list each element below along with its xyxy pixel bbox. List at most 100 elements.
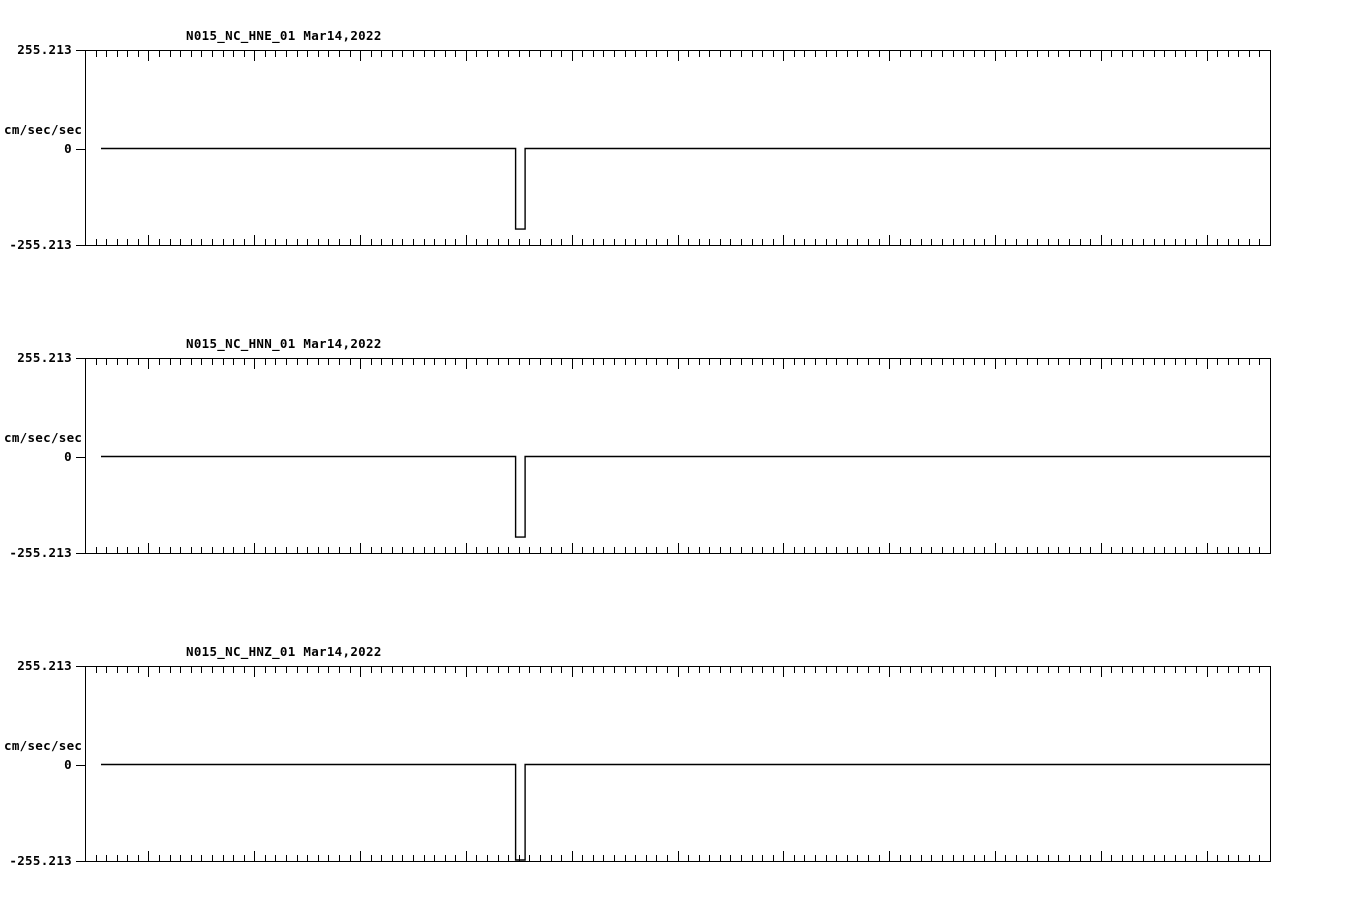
x-axis-tick xyxy=(953,51,954,57)
x-axis-tick xyxy=(1027,359,1028,365)
x-axis-tick xyxy=(191,239,192,245)
x-axis-tick xyxy=(551,667,552,673)
x-axis-tick xyxy=(159,855,160,861)
x-axis-tick xyxy=(413,51,414,57)
x-axis-tick xyxy=(826,239,827,245)
x-axis-tick xyxy=(445,359,446,365)
x-axis-tick xyxy=(815,667,816,673)
x-axis-tick xyxy=(572,543,573,553)
x-axis-tick xyxy=(752,855,753,861)
x-axis-tick xyxy=(275,359,276,365)
x-axis-tick xyxy=(519,855,520,861)
x-axis-tick xyxy=(752,667,753,673)
x-axis-tick xyxy=(1037,547,1038,553)
x-axis-tick xyxy=(1122,51,1123,57)
x-axis-tick xyxy=(371,547,372,553)
x-axis-tick xyxy=(921,239,922,245)
x-axis-tick xyxy=(646,855,647,861)
x-axis-tick xyxy=(540,667,541,673)
x-axis-tick xyxy=(1016,667,1017,673)
x-axis-tick xyxy=(826,359,827,365)
x-axis-tick xyxy=(1207,667,1208,677)
x-axis-tick xyxy=(434,239,435,245)
x-axis-tick xyxy=(857,239,858,245)
x-axis-tick xyxy=(910,51,911,57)
x-axis-tick xyxy=(773,547,774,553)
x-axis-tick xyxy=(974,51,975,57)
x-axis-tick xyxy=(910,239,911,245)
y-axis-min-label: -255.213 xyxy=(9,237,72,252)
x-axis-tick xyxy=(868,239,869,245)
x-axis-tick xyxy=(1048,667,1049,673)
x-axis-tick xyxy=(963,239,964,245)
x-axis-tick xyxy=(603,359,604,365)
x-axis-tick xyxy=(699,855,700,861)
y-axis-tick xyxy=(76,553,85,554)
x-axis-tick xyxy=(1132,855,1133,861)
x-axis-tick xyxy=(646,359,647,365)
x-axis-tick xyxy=(223,855,224,861)
x-axis-tick xyxy=(688,547,689,553)
x-axis-tick xyxy=(783,235,784,245)
x-axis-tick xyxy=(529,239,530,245)
x-axis-tick xyxy=(1164,239,1165,245)
x-axis-tick xyxy=(667,51,668,57)
x-axis-tick xyxy=(1207,51,1208,61)
x-axis-top xyxy=(85,666,1271,667)
x-axis-tick xyxy=(593,51,594,57)
y-axis-spine xyxy=(85,666,86,862)
x-axis-tick xyxy=(117,667,118,673)
x-axis-tick xyxy=(275,547,276,553)
x-axis-tick xyxy=(1196,239,1197,245)
x-axis-tick xyxy=(508,359,509,365)
x-axis-tick xyxy=(1154,667,1155,673)
x-axis-tick xyxy=(191,667,192,673)
x-axis-tick xyxy=(244,239,245,245)
x-axis-tick xyxy=(815,547,816,553)
x-axis-tick xyxy=(508,239,509,245)
x-axis-tick xyxy=(540,239,541,245)
x-axis-tick xyxy=(974,667,975,673)
x-axis-tick xyxy=(741,547,742,553)
x-axis-tick xyxy=(625,547,626,553)
x-axis-tick xyxy=(551,359,552,365)
x-axis-tick xyxy=(741,51,742,57)
x-axis-tick xyxy=(96,855,97,861)
x-axis-tick xyxy=(1069,547,1070,553)
x-axis-tick xyxy=(635,667,636,673)
x-axis-tick xyxy=(540,51,541,57)
x-axis-tick xyxy=(847,547,848,553)
panel-title: N015_NC_HNZ_01 Mar14,2022 xyxy=(186,644,382,659)
x-axis-tick xyxy=(1101,851,1102,861)
x-axis-tick xyxy=(709,855,710,861)
x-axis-tick xyxy=(561,359,562,365)
y-axis-right-spine xyxy=(1270,666,1271,862)
x-axis-tick xyxy=(445,51,446,57)
x-axis-tick xyxy=(815,51,816,57)
x-axis-tick xyxy=(699,51,700,57)
x-axis-tick xyxy=(1143,51,1144,57)
x-axis-tick xyxy=(879,359,880,365)
x-axis-tick xyxy=(1080,855,1081,861)
x-axis-tick xyxy=(995,359,996,369)
x-axis-tick xyxy=(297,51,298,57)
x-axis-tick xyxy=(498,547,499,553)
x-axis-tick xyxy=(244,51,245,57)
y-axis-tick xyxy=(76,245,85,246)
x-axis-tick xyxy=(836,239,837,245)
x-axis-tick xyxy=(1207,359,1208,369)
y-axis-max-label: 255.213 xyxy=(17,350,72,365)
x-axis-tick xyxy=(1069,667,1070,673)
x-axis-tick xyxy=(201,359,202,365)
x-axis-tick xyxy=(656,51,657,57)
y-axis-tick xyxy=(76,456,85,458)
x-axis-tick xyxy=(1027,667,1028,673)
x-axis-tick xyxy=(1058,667,1059,673)
x-axis-tick xyxy=(392,359,393,365)
x-axis-tick xyxy=(953,239,954,245)
x-axis-tick xyxy=(1249,359,1250,365)
x-axis-tick xyxy=(466,667,467,677)
x-axis-tick xyxy=(170,667,171,673)
y-axis-max-label: 255.213 xyxy=(17,42,72,57)
x-axis-tick xyxy=(667,855,668,861)
